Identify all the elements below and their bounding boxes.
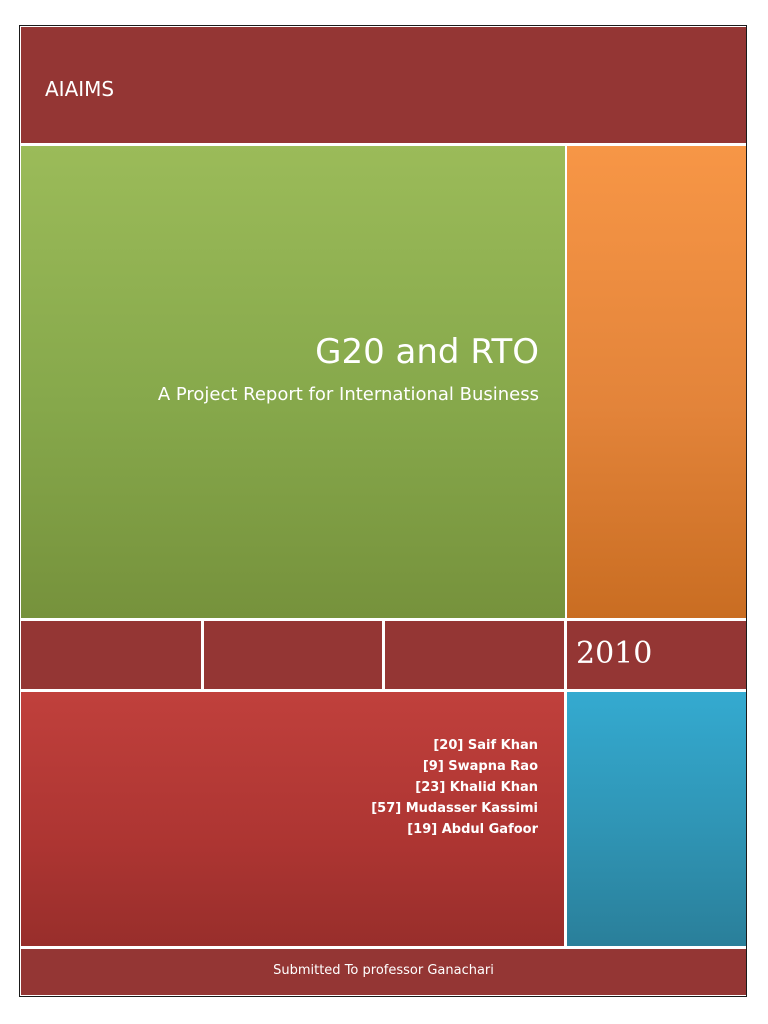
orange-accent-panel xyxy=(567,146,746,618)
author-item: [23] Khalid Khan xyxy=(415,780,538,795)
author-item: [20] Saif Khan xyxy=(433,738,538,753)
authors-panel: [20] Saif Khan [9] Swapna Rao [23] Khali… xyxy=(21,692,564,946)
submitted-to-text: Submitted To professor Ganachari xyxy=(273,963,494,978)
blue-accent-panel xyxy=(567,692,746,946)
footer-band: Submitted To professor Ganachari xyxy=(21,949,746,995)
divider-cell-1 xyxy=(21,621,201,689)
year-cell: 2010 xyxy=(567,621,746,689)
author-item: [9] Swapna Rao xyxy=(422,759,538,774)
divider-cell-3 xyxy=(385,621,564,689)
author-item: [57] Mudasser Kassimi xyxy=(371,801,538,816)
authors-list: [20] Saif Khan [9] Swapna Rao [23] Khali… xyxy=(371,735,538,840)
organization-name: AIAIMS xyxy=(45,77,115,101)
title-panel: G20 and RTO A Project Report for Interna… xyxy=(21,146,565,618)
divider-cell-2 xyxy=(204,621,382,689)
report-year: 2010 xyxy=(576,636,653,671)
author-item: [19] Abdul Gafoor xyxy=(407,822,538,837)
report-title: G20 and RTO xyxy=(315,332,539,372)
report-subtitle: A Project Report for International Busin… xyxy=(157,384,539,405)
header-band: AIAIMS xyxy=(21,27,746,143)
